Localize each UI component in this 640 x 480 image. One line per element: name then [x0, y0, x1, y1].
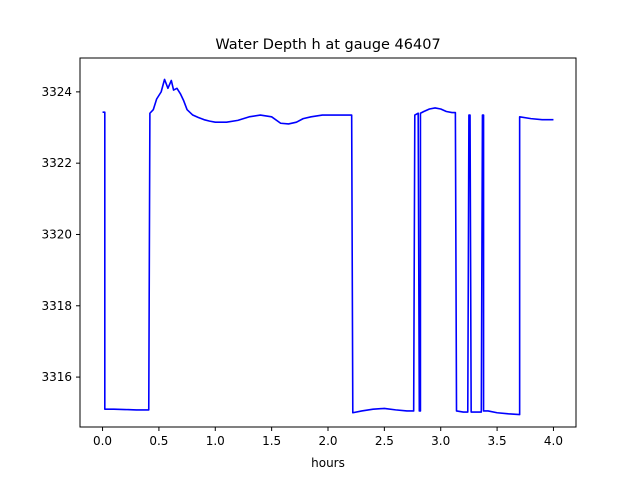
chart-title: Water Depth h at gauge 46407 [215, 37, 440, 53]
x-tick-label: 2.0 [318, 434, 337, 448]
y-tick-label: 3316 [41, 370, 72, 384]
y-axis: 3316 3318 3320 3322 3324 [41, 85, 80, 384]
y-tick-label: 3322 [41, 156, 72, 170]
series-line [102, 78, 554, 416]
y-tick-label: 3318 [41, 299, 72, 313]
x-tick-label: 0.5 [149, 434, 168, 448]
y-tick-label: 3324 [41, 85, 72, 99]
x-tick-label: 4.0 [544, 434, 563, 448]
x-axis-label: hours [311, 456, 345, 470]
plot-frame [79, 57, 577, 428]
x-tick-label: 1.0 [206, 434, 225, 448]
x-tick-label: 2.5 [375, 434, 394, 448]
x-tick-label: 1.5 [262, 434, 281, 448]
x-tick-label: 0.0 [93, 434, 112, 448]
x-tick-label: 3.5 [488, 434, 507, 448]
x-tick-label: 3.0 [431, 434, 450, 448]
x-axis: 0.0 0.5 1.0 1.5 2.0 2.5 3.0 3.5 4.0 [93, 427, 563, 448]
y-tick-label: 3320 [41, 227, 72, 241]
